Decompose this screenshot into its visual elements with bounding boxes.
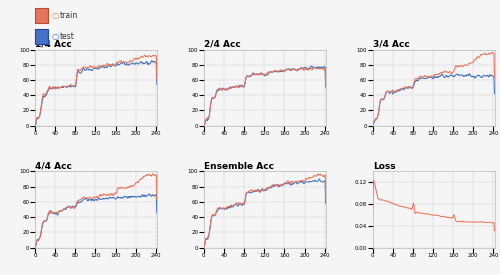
Text: ✓: ✓ <box>36 14 42 19</box>
Text: ✓: ✓ <box>36 35 42 40</box>
Text: 1/4 Acc: 1/4 Acc <box>35 40 72 49</box>
Text: train: train <box>60 11 78 20</box>
Text: 3/4 Acc: 3/4 Acc <box>372 40 410 49</box>
Text: test: test <box>60 32 75 41</box>
Text: 4/4 Acc: 4/4 Acc <box>35 162 72 170</box>
Text: 2/4 Acc: 2/4 Acc <box>204 40 240 49</box>
Text: Loss: Loss <box>372 162 396 170</box>
Text: Ensemble Acc: Ensemble Acc <box>204 162 274 170</box>
Text: ○: ○ <box>52 32 59 41</box>
Text: ○: ○ <box>52 11 59 20</box>
